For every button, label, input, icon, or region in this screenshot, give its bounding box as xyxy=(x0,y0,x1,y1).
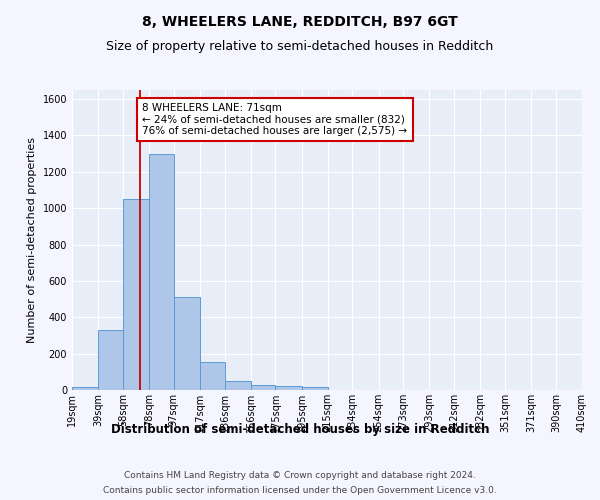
Bar xyxy=(98,330,123,390)
Bar xyxy=(123,199,149,390)
Bar xyxy=(149,154,174,390)
Bar xyxy=(72,388,98,390)
Bar xyxy=(251,386,275,390)
Bar xyxy=(174,298,200,390)
Bar xyxy=(302,388,328,390)
Text: 8 WHEELERS LANE: 71sqm
← 24% of semi-detached houses are smaller (832)
76% of se: 8 WHEELERS LANE: 71sqm ← 24% of semi-det… xyxy=(142,102,407,136)
Bar xyxy=(275,386,302,390)
Y-axis label: Number of semi-detached properties: Number of semi-detached properties xyxy=(27,137,37,343)
Bar xyxy=(200,362,224,390)
Text: Contains public sector information licensed under the Open Government Licence v3: Contains public sector information licen… xyxy=(103,486,497,495)
Bar xyxy=(224,381,251,390)
Text: Contains HM Land Registry data © Crown copyright and database right 2024.: Contains HM Land Registry data © Crown c… xyxy=(124,471,476,480)
Text: 8, WHEELERS LANE, REDDITCH, B97 6GT: 8, WHEELERS LANE, REDDITCH, B97 6GT xyxy=(142,15,458,29)
Text: Distribution of semi-detached houses by size in Redditch: Distribution of semi-detached houses by … xyxy=(111,422,489,436)
Text: Size of property relative to semi-detached houses in Redditch: Size of property relative to semi-detach… xyxy=(106,40,494,53)
